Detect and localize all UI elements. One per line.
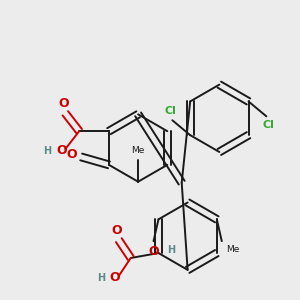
Text: O: O xyxy=(112,224,122,237)
Text: Cl: Cl xyxy=(262,120,274,130)
Text: O: O xyxy=(58,98,69,110)
Text: H: H xyxy=(97,273,105,283)
Text: O: O xyxy=(110,271,120,284)
Text: O: O xyxy=(67,148,77,161)
Text: H: H xyxy=(167,245,175,255)
Text: O: O xyxy=(56,145,67,158)
Text: Cl: Cl xyxy=(164,106,176,116)
Text: Me: Me xyxy=(226,245,239,254)
Text: Me: Me xyxy=(131,146,145,155)
Text: O: O xyxy=(148,245,159,258)
Text: H: H xyxy=(44,146,52,156)
